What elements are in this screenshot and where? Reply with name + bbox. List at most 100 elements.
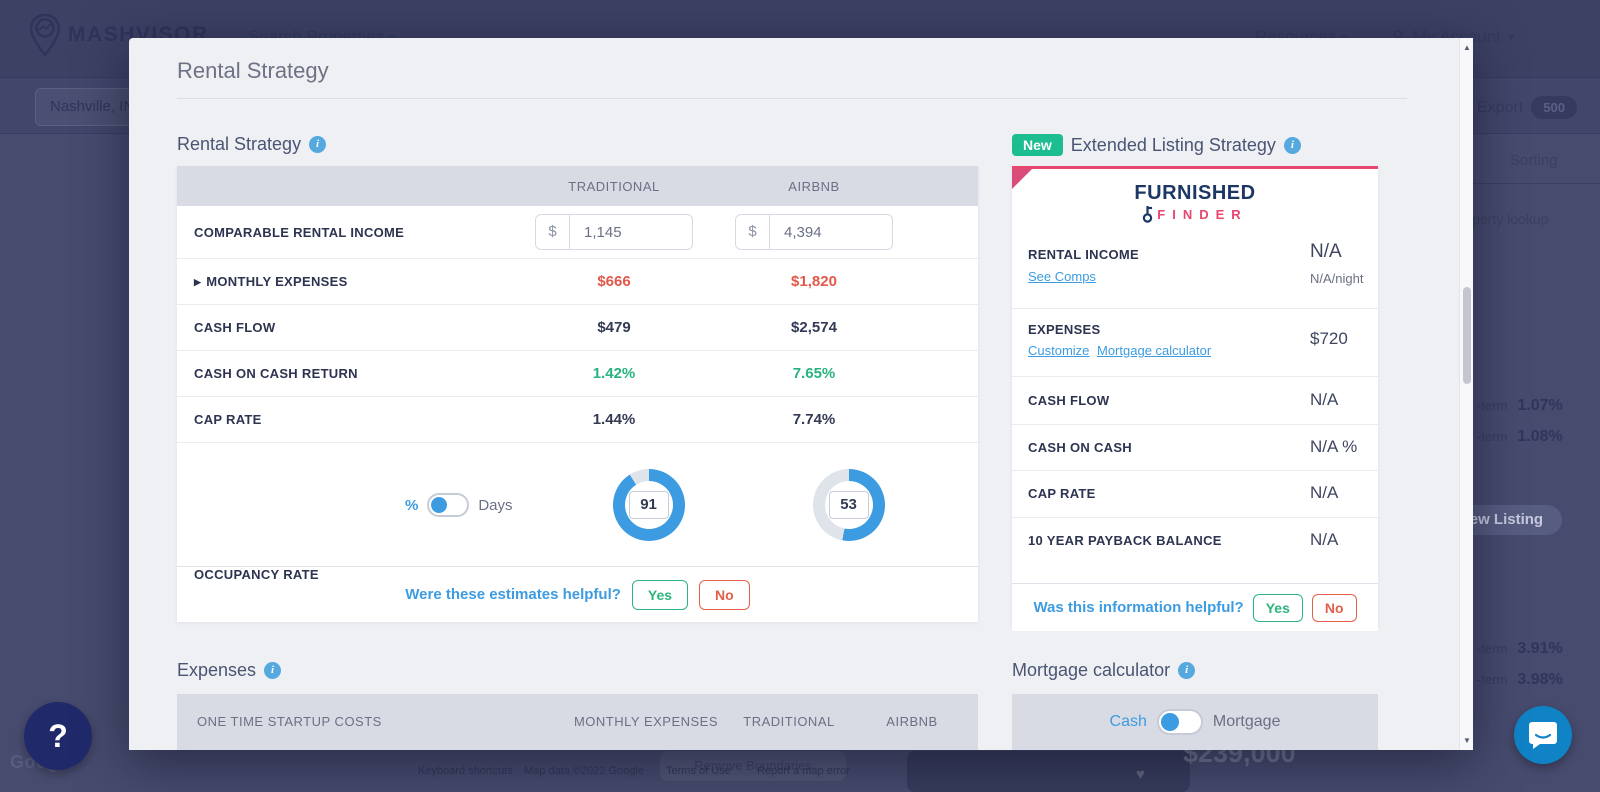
rental-strategy-modal: Rental Strategy Rental Strategy i TRADIT…: [129, 38, 1473, 750]
expenses-table-header: ONE TIME STARTUP COSTS MONTHLY EXPENSES …: [177, 694, 978, 750]
column-traditional: TRADITIONAL: [743, 714, 835, 729]
rental-strategy-heading: Rental Strategy i: [177, 134, 327, 155]
airbnb-income-input[interactable]: $ 4,394: [735, 214, 893, 250]
toggle-knob: [1160, 713, 1179, 731]
modal-title: Rental Strategy: [177, 58, 329, 83]
property-lookup-label[interactable]: property lookup: [1452, 211, 1549, 227]
table-row: CASH FLOW $479 $2,574: [177, 304, 978, 350]
see-comps-link[interactable]: See Comps: [1028, 269, 1096, 284]
rental-income-row: RENTAL INCOME See Comps N/A N/A/night: [1012, 233, 1378, 309]
traditional-caprate-value: 1.44%: [592, 411, 636, 428]
feedback-yes-button[interactable]: Yes: [1252, 593, 1303, 622]
table-header-row: TRADITIONAL AIRBNB: [177, 166, 978, 206]
customize-link[interactable]: Customize: [1028, 343, 1090, 358]
map-pin-logo-icon: [30, 14, 60, 56]
column-airbnb: AIRBNB: [788, 178, 840, 194]
chevron-down-icon: ▾: [1507, 30, 1514, 44]
traditional-income-input[interactable]: $ 1,145: [535, 214, 693, 250]
map-terms-link[interactable]: Terms of Use: [666, 765, 731, 777]
listing-metric-row: -term 1.07%: [1477, 397, 1563, 414]
cash-on-cash-value: N/A %: [1310, 437, 1358, 456]
cash-label: Cash: [1109, 713, 1147, 730]
expand-triangle-icon: ▶: [194, 277, 202, 287]
cash-mortgage-toggle[interactable]: [1156, 709, 1203, 735]
column-traditional: TRADITIONAL: [568, 178, 660, 194]
furnished-finder-logo: FURNISHED FINDER: [1134, 182, 1256, 223]
map-report-error-link[interactable]: Report a map error: [757, 765, 850, 777]
traditional-expenses-value: $666: [597, 273, 631, 290]
column-monthly-expenses: MONTHLY EXPENSES: [573, 714, 719, 729]
row-label: OCCUPANCY RATE: [194, 567, 319, 582]
toggle-knob: [431, 497, 448, 513]
feedback-yes-button[interactable]: Yes: [631, 579, 689, 610]
feedback-no-button[interactable]: No: [1311, 593, 1357, 622]
info-icon[interactable]: i: [264, 662, 282, 679]
cash-on-cash-row: CASH ON CASH N/A %: [1012, 425, 1378, 471]
property-thumbnail[interactable]: [907, 751, 1190, 792]
sorting-label[interactable]: Sorting: [1510, 152, 1558, 169]
row-label: CASH FLOW: [194, 320, 276, 335]
mortgage-calculator-link[interactable]: Mortgage calculator: [1097, 343, 1212, 358]
airbnb-cashflow-value: $2,574: [791, 319, 837, 336]
expenses-value: $720: [1310, 329, 1348, 348]
feedback-no-button[interactable]: No: [699, 579, 750, 610]
traditional-occupancy-input[interactable]: 91: [628, 491, 669, 519]
export-count-badge: 500: [1531, 96, 1577, 119]
furnished-finder-card: FURNISHED FINDER RENTAL INCOME See Comps…: [1012, 166, 1378, 631]
listing-metric-row: -term 3.91%: [1477, 640, 1563, 657]
scroll-down-arrow[interactable]: ▼: [1463, 736, 1471, 745]
mortgage-label: Mortgage: [1212, 713, 1281, 730]
help-button[interactable]: ?: [24, 702, 92, 770]
export-control[interactable]: Export 500: [1477, 96, 1577, 119]
favorite-heart-icon[interactable]: ♥: [1136, 766, 1145, 783]
cap-rate-value: N/A: [1310, 483, 1339, 502]
title-divider: [177, 98, 1407, 99]
pink-corner-fold: [1012, 169, 1032, 189]
monthly-expenses-expander[interactable]: ▶ MONTHLY EXPENSES: [194, 274, 348, 289]
chat-launcher-button[interactable]: [1514, 706, 1572, 764]
table-row: ▶ MONTHLY EXPENSES $666 $1,820: [177, 258, 978, 304]
sidebar-divider: [1460, 183, 1600, 184]
map-data-attribution: Map data ©2022 Google: [524, 765, 645, 777]
remove-boundaries-button[interactable]: Remove Boundaries: [660, 751, 846, 781]
cashflow-value: N/A: [1310, 390, 1339, 409]
payback-value: N/A: [1310, 530, 1339, 549]
estimates-feedback-bar: Were these estimates helpful? Yes No: [177, 566, 978, 622]
occupancy-row: OCCUPANCY RATE % Days 91: [177, 442, 978, 582]
cashflow-row: CASH FLOW N/A: [1012, 377, 1378, 425]
chat-bubble-icon: [1529, 721, 1557, 749]
percent-label: %: [405, 496, 419, 514]
key-icon: [1143, 206, 1153, 223]
currency-prefix: $: [736, 215, 770, 249]
cap-rate-row: CAP RATE N/A: [1012, 471, 1378, 518]
listing-metric-row: -term 1.08%: [1477, 428, 1563, 445]
payback-row: 10 YEAR PAYBACK BALANCE N/A: [1028, 530, 1339, 549]
table-row: CASH ON CASH RETURN 1.42% 7.65%: [177, 350, 978, 396]
row-label: COMPARABLE RENTAL INCOME: [194, 224, 405, 240]
rental-income-value: N/A: [1310, 241, 1342, 262]
info-icon[interactable]: i: [1283, 136, 1301, 154]
scroll-up-arrow[interactable]: ▲: [1463, 43, 1471, 52]
airbnb-occupancy-input[interactable]: 53: [828, 491, 869, 519]
column-airbnb: AIRBNB: [886, 714, 938, 729]
rental-income-subvalue: N/A/night: [1310, 271, 1364, 286]
airbnb-expenses-value: $1,820: [791, 273, 837, 290]
info-icon[interactable]: i: [1178, 662, 1196, 679]
scrollbar-thumb[interactable]: [1463, 287, 1471, 384]
airbnb-coc-value: 7.65%: [792, 365, 836, 382]
mortgage-calculator-heading: Mortgage calculator i: [1012, 660, 1196, 681]
traditional-coc-value: 1.42%: [592, 365, 636, 382]
listing-metric-row: -term 3.98%: [1477, 671, 1563, 688]
new-badge: New: [1012, 134, 1063, 156]
modal-scrollbar[interactable]: ▲ ▼: [1459, 38, 1473, 750]
row-label: CAP RATE: [194, 412, 262, 427]
percent-days-toggle[interactable]: [427, 493, 470, 517]
information-feedback-bar: Was this information helpful? Yes No: [1012, 583, 1378, 631]
info-icon[interactable]: i: [309, 136, 327, 153]
currency-prefix: $: [536, 215, 570, 249]
column-startup-costs: ONE TIME STARTUP COSTS: [197, 714, 382, 729]
table-row: CAP RATE 1.44% 7.74%: [177, 396, 978, 442]
export-label: Export: [1477, 98, 1524, 116]
map-keyboard-shortcuts[interactable]: Keyboard shortcuts: [418, 765, 513, 777]
